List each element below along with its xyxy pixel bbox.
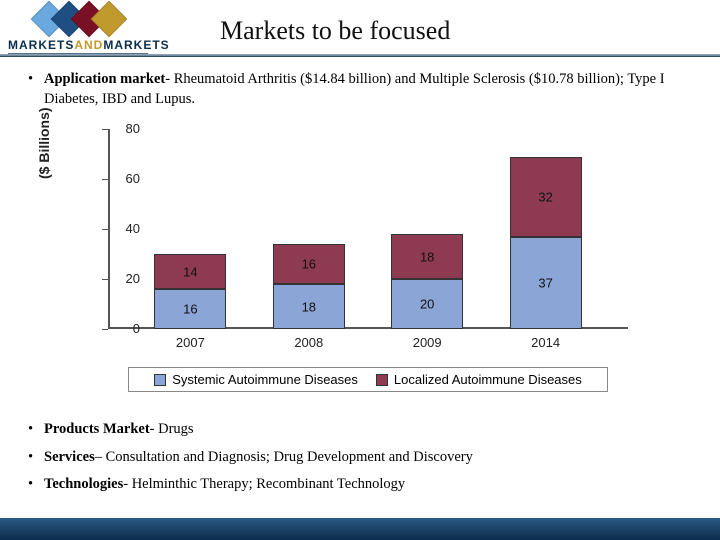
- bullet-rest: - Drugs: [150, 421, 194, 437]
- chart-ytick-label: 20: [110, 271, 140, 286]
- legend-item: Systemic Autoimmune Diseases: [154, 372, 358, 387]
- bullet-top: • Application market- Rheumatoid Arthrit…: [28, 70, 692, 109]
- legend-item: Localized Autoimmune Diseases: [376, 372, 582, 387]
- chart-bar-segment: 16: [154, 289, 226, 329]
- legend-label: Systemic Autoimmune Diseases: [172, 372, 358, 387]
- logo-diamond-icon: [91, 1, 128, 38]
- bullet-dot-icon: •: [28, 70, 44, 109]
- chart-bar-value: 18: [392, 249, 462, 264]
- logo-text-mid: AND: [74, 38, 103, 52]
- bullet-dot-icon: •: [28, 420, 44, 440]
- chart-bar-segment: 16: [273, 244, 345, 284]
- chart-bar-segment: 18: [273, 284, 345, 329]
- page-title: Markets to be focused: [220, 16, 450, 46]
- chart-xtick-label: 2009: [387, 335, 467, 350]
- chart-ytick-mark: [102, 329, 108, 330]
- logo-diamonds: [36, 6, 208, 32]
- chart-ytick-mark: [102, 129, 108, 130]
- bullet-text: Services– Consultation and Diagnosis; Dr…: [44, 448, 692, 468]
- logo-text: MARKETSANDMARKETS: [8, 38, 208, 52]
- brand-logo: MARKETSANDMARKETS: [8, 6, 208, 54]
- bullet-dot-icon: •: [28, 475, 44, 495]
- chart-xtick-label: 2014: [506, 335, 586, 350]
- chart-bar-segment: 14: [154, 254, 226, 289]
- chart-bar-value: 16: [274, 257, 344, 272]
- chart-bar-group: 2018: [391, 234, 463, 329]
- bullet-lead: Services: [44, 449, 95, 465]
- chart-ytick-label: 40: [110, 221, 140, 236]
- bullet-dot-icon: •: [28, 448, 44, 468]
- bullet-lead: Technologies: [44, 476, 123, 492]
- chart-ylabel: ($ Billions): [36, 108, 52, 180]
- bullet-lead: Products Market: [44, 421, 150, 437]
- title-divider: [0, 54, 720, 57]
- chart-bar-group: 1816: [273, 244, 345, 329]
- chart-xtick-label: 2007: [150, 335, 230, 350]
- chart-ytick-mark: [102, 229, 108, 230]
- chart-bar-value: 14: [155, 264, 225, 279]
- legend-swatch-icon: [154, 374, 166, 386]
- lower-bullets: • Products Market- Drugs • Services– Con…: [28, 420, 692, 503]
- chart-bar-value: 32: [511, 189, 581, 204]
- logo-text-left: MARKETS: [8, 38, 74, 52]
- chart-bar-value: 16: [155, 302, 225, 317]
- chart-bar-segment: 18: [391, 234, 463, 279]
- bullet-top-lead: Application market: [44, 71, 165, 87]
- stacked-bar-chart: ($ Billions) Systemic Autoimmune Disease…: [28, 119, 668, 399]
- chart-bar-segment: 37: [510, 237, 582, 330]
- chart-ytick-label: 0: [110, 321, 140, 336]
- content-area: • Application market- Rheumatoid Arthrit…: [28, 70, 692, 407]
- footer-bar: [0, 518, 720, 540]
- bullet-text: Products Market- Drugs: [44, 420, 692, 440]
- bullet-text: Technologies- Helminthic Therapy; Recomb…: [44, 475, 692, 495]
- bullet-rest: - Helminthic Therapy; Recombinant Techno…: [123, 476, 405, 492]
- chart-ytick-mark: [102, 279, 108, 280]
- chart-ytick-mark: [102, 179, 108, 180]
- bullet-top-text: Application market- Rheumatoid Arthritis…: [44, 70, 692, 109]
- bullet-rest: – Consultation and Diagnosis; Drug Devel…: [95, 449, 473, 465]
- chart-bar-group: 37 32: [510, 157, 582, 330]
- bullet-row: • Products Market- Drugs: [28, 420, 692, 440]
- chart-bar-segment: 20: [391, 279, 463, 329]
- logo-text-right: MARKETS: [103, 38, 169, 52]
- chart-bar-value: 18: [274, 299, 344, 314]
- bullet-row: • Services– Consultation and Diagnosis; …: [28, 448, 692, 468]
- chart-bar-value: 37: [511, 275, 581, 290]
- chart-xtick-label: 2008: [269, 335, 349, 350]
- bullet-row: • Technologies- Helminthic Therapy; Reco…: [28, 475, 692, 495]
- legend-label: Localized Autoimmune Diseases: [394, 372, 582, 387]
- chart-bar-group: 1614: [154, 254, 226, 329]
- chart-bar-segment: 32: [510, 157, 582, 237]
- chart-ytick-label: 60: [110, 171, 140, 186]
- chart-bar-value: 20: [392, 297, 462, 312]
- legend-swatch-icon: [376, 374, 388, 386]
- chart-legend: Systemic Autoimmune Diseases Localized A…: [128, 367, 608, 392]
- chart-ytick-label: 80: [110, 121, 140, 136]
